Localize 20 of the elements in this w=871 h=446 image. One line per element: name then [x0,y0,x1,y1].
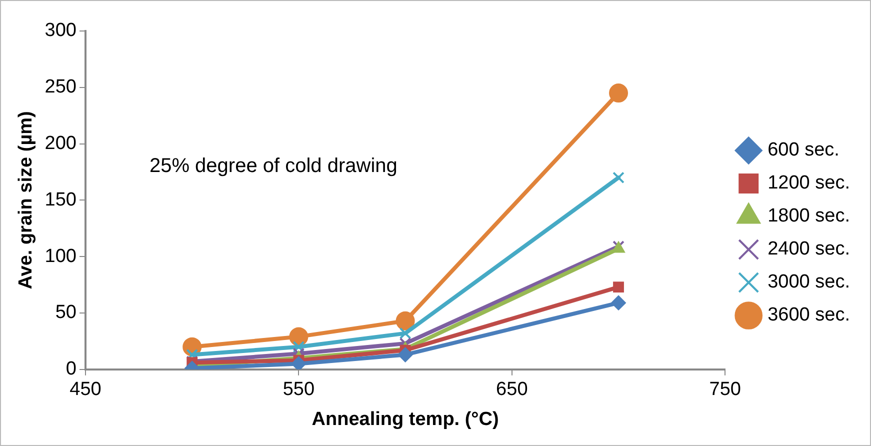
y-tick-label: 250 [44,76,76,98]
x-axis-title: Annealing temp. (°C) [312,408,499,430]
x-tick-label: 750 [709,379,741,400]
legend-label: 3000 sec. [768,272,850,293]
y-tick-label: 0 [66,358,76,380]
y-tick-label: 100 [44,246,76,267]
x-tick-label: 650 [496,379,528,400]
legend-label: 600 sec. [768,140,840,161]
y-tick-label: 200 [44,133,76,154]
y-tick-label: 150 [44,189,76,210]
y-tick-label: 300 [44,20,76,42]
legend-label: 3600 sec. [768,304,850,326]
y-axis-title: Ave. grain size (µm) [16,111,37,290]
y-tick-label: 50 [55,302,76,324]
x-tick-label: 550 [282,379,315,400]
x-tick-label: 450 [70,379,102,400]
legend-label: 1800 sec. [768,206,850,227]
annotation: 25% degree of cold drawing [149,154,398,177]
legend-label: 2400 sec. [768,238,850,260]
legend-label: 1200 sec. [768,172,850,194]
